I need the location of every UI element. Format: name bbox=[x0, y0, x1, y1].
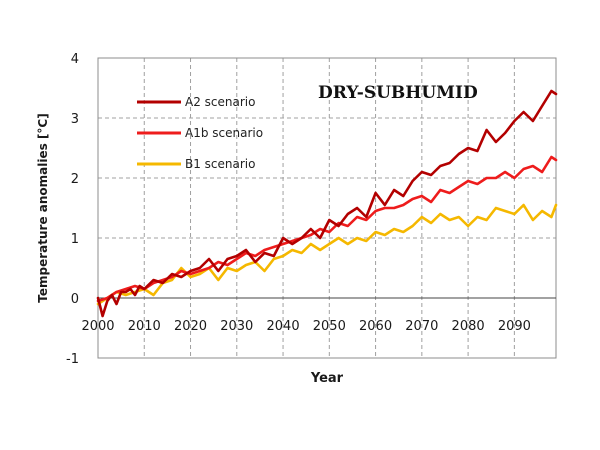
series-line-a2-scenario bbox=[96, 89, 558, 318]
y-tick-label: 1 bbox=[71, 232, 79, 247]
legend-label: A2 scenario bbox=[185, 95, 255, 109]
x-tick-labels: 2000 2010 2020 2030 2040 2050 2060 2070 2080 2090 bbox=[81, 319, 530, 334]
x-tick-label: 2050 bbox=[313, 319, 346, 334]
x-tick-label: 2060 bbox=[359, 319, 392, 334]
y-axis-label: Temperature anomalies [°C] bbox=[36, 113, 50, 302]
x-axis-label: Year bbox=[310, 371, 344, 386]
x-tick-label: 2010 bbox=[128, 319, 161, 334]
y-tick-label: 3 bbox=[71, 112, 79, 127]
y-tick-labels: -1 0 1 2 3 4 bbox=[66, 52, 79, 367]
x-tick-label: 2040 bbox=[267, 319, 300, 334]
legend: A2 scenario A1b scenario B1 scenario bbox=[137, 95, 263, 171]
series-lines bbox=[96, 89, 558, 318]
x-tick-label: 2090 bbox=[498, 319, 531, 334]
x-tick-label: 2080 bbox=[452, 319, 485, 334]
y-tick-label: 4 bbox=[71, 52, 79, 67]
legend-label: A1b scenario bbox=[185, 126, 263, 140]
y-tick-label: 2 bbox=[71, 172, 79, 187]
y-tick-label: -1 bbox=[66, 352, 79, 367]
legend-label: B1 scenario bbox=[185, 157, 255, 171]
y-tick-label: 0 bbox=[71, 292, 79, 307]
x-tick-label: 2030 bbox=[220, 319, 253, 334]
chart-title: DRY-SUBHUMID bbox=[318, 83, 478, 103]
x-tick-label: 2000 bbox=[81, 319, 114, 334]
x-tick-label: 2070 bbox=[405, 319, 438, 334]
x-tick-label: 2020 bbox=[174, 319, 207, 334]
series-line-b1-scenario bbox=[96, 203, 558, 306]
